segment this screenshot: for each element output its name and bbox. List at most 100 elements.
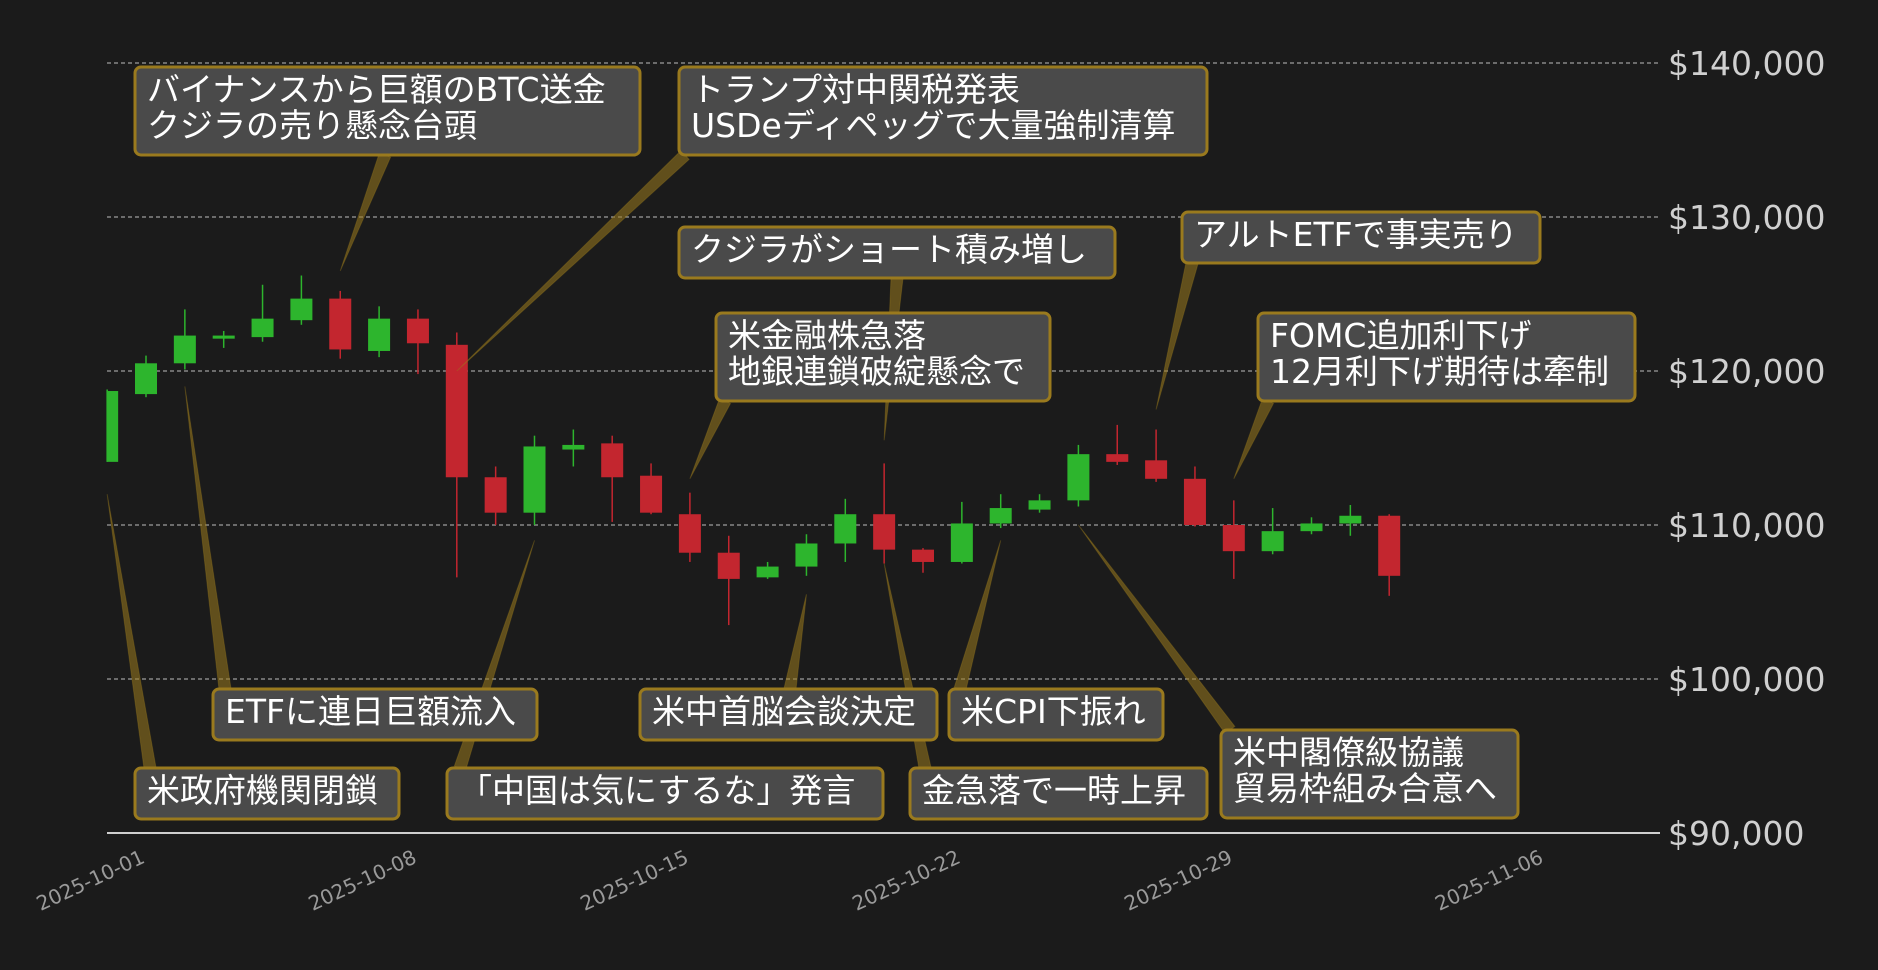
grid-lines xyxy=(107,62,1660,834)
candle xyxy=(756,561,779,579)
annotation-text: 米CPI下振れ xyxy=(961,692,1146,731)
y-tick-label: $110,000 xyxy=(1668,506,1825,545)
annotation-background xyxy=(1256,311,1637,403)
candle-body xyxy=(1378,515,1401,576)
candle xyxy=(989,494,1012,529)
annotation-connector xyxy=(339,152,392,272)
x-tick-label: 2025-10-15 xyxy=(577,845,692,916)
candle xyxy=(135,355,157,398)
candle-body xyxy=(950,523,973,562)
candle xyxy=(106,389,119,462)
annotation-text: ETFに連日巨額流入 xyxy=(225,692,516,731)
annotation-box: 金急落で一時上昇 xyxy=(908,766,1209,821)
candle xyxy=(601,435,624,522)
y-tick-label: $120,000 xyxy=(1668,352,1825,391)
annotation-background xyxy=(211,687,539,742)
annotation-background xyxy=(133,65,642,157)
candle-body xyxy=(107,391,119,462)
candle xyxy=(445,332,468,578)
candle-body xyxy=(173,335,196,364)
annotation-text: 金急落で一時上昇 xyxy=(922,771,1186,810)
annotation-background xyxy=(908,766,1209,821)
candle xyxy=(640,463,663,515)
annotation-text: 米金融株急落 xyxy=(728,316,926,355)
candle xyxy=(251,284,274,342)
candle xyxy=(1106,424,1129,465)
annotation-connector xyxy=(456,149,690,372)
candle-body xyxy=(834,514,857,544)
annotation-connector xyxy=(1233,397,1275,480)
annotation-text: クジラがショート積み増し xyxy=(691,230,1087,269)
candle-body xyxy=(989,508,1012,524)
annotation-text: USDeディペッグで大量強制清算 xyxy=(691,106,1176,145)
candle xyxy=(484,466,507,525)
candle-body xyxy=(329,298,352,350)
candle-body xyxy=(368,318,391,351)
candle-body xyxy=(912,549,934,562)
candle xyxy=(795,534,818,576)
candle-body xyxy=(290,298,313,321)
y-axis: $90,000 $100,000 $110,000 $120,000 $130,000 $… xyxy=(1668,44,1825,853)
candle xyxy=(1067,444,1090,507)
candle xyxy=(912,548,934,573)
annotation-background xyxy=(1180,210,1542,265)
y-tick-label: $90,000 xyxy=(1668,814,1804,853)
candle-body xyxy=(251,318,274,338)
annotation-background xyxy=(947,687,1165,742)
annotation-connector xyxy=(106,494,157,770)
candle-body xyxy=(678,514,701,553)
annotation-text: 12月利下げ期待は牽制 xyxy=(1270,352,1609,391)
candle xyxy=(1028,494,1051,513)
annotation-background xyxy=(1219,728,1520,820)
annotation-background xyxy=(714,311,1052,403)
x-tick-label: 2025-10-08 xyxy=(305,845,420,916)
candle-body xyxy=(873,514,896,550)
candle xyxy=(368,306,391,358)
candle-body xyxy=(562,444,585,450)
annotation-background xyxy=(445,766,885,821)
annotation-background xyxy=(677,65,1209,157)
annotation-text: トランプ対中関税発表 xyxy=(691,70,1020,109)
x-tick-label: 2025-10-01 xyxy=(33,845,148,916)
annotation-box: アルトETFで事実売り xyxy=(1180,210,1542,265)
candle-body xyxy=(1261,531,1284,552)
candle-body xyxy=(1183,478,1206,525)
candle xyxy=(678,492,701,562)
candle xyxy=(1222,500,1245,579)
candle-body xyxy=(601,443,624,478)
candle xyxy=(950,501,973,564)
annotation-background xyxy=(133,766,401,821)
candle xyxy=(1300,517,1323,535)
annotation-box: 米CPI下振れ xyxy=(947,687,1165,742)
candle-body xyxy=(1028,500,1051,510)
annotation-text: FOMC追加利下げ xyxy=(1270,316,1531,355)
candle xyxy=(523,435,546,525)
candle xyxy=(1261,508,1284,555)
candle xyxy=(562,429,585,467)
annotation-connector xyxy=(783,594,807,691)
annotation-connector xyxy=(1155,260,1199,410)
annotation-background xyxy=(638,687,939,742)
annotation-connector xyxy=(689,397,732,480)
candle xyxy=(173,309,196,370)
candle xyxy=(1339,504,1362,536)
candle-body xyxy=(1067,454,1090,501)
candle-body xyxy=(756,566,779,578)
x-axis: 2025-10-01 2025-10-08 2025-10-15 2025-10-22… xyxy=(33,845,1547,916)
candle-body xyxy=(1300,523,1323,532)
annotation-box: 米政府機関閉鎖 xyxy=(133,766,401,821)
candle xyxy=(290,275,313,325)
candle-body xyxy=(445,344,468,478)
annotation-text: 米中閣僚級協議 xyxy=(1233,733,1464,772)
annotation-text: クジラの売り懸念台頭 xyxy=(147,106,477,145)
candle-body xyxy=(212,335,235,339)
candle-body xyxy=(523,446,546,513)
y-tick-label: $130,000 xyxy=(1668,198,1825,237)
annotation-box: クジラがショート積み増し xyxy=(677,225,1117,280)
annotation-box: 米中首脳会談決定 xyxy=(638,687,939,742)
